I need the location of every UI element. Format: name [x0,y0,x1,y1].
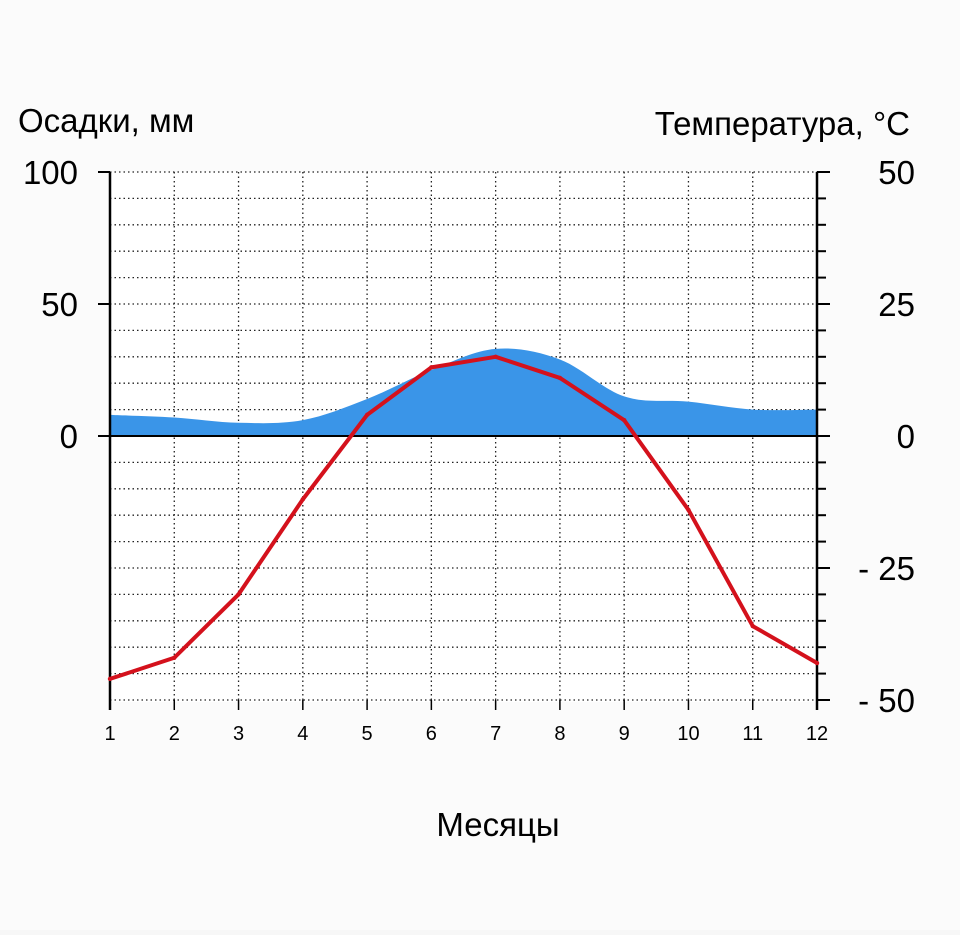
right-tick-label: 25 [878,286,915,323]
temperature-point [493,354,498,359]
x-tick-label: 5 [362,723,373,745]
temperature-point [364,412,370,418]
x-tick-label: 4 [297,723,308,745]
x-tick-label: 1 [104,723,115,745]
temperature-point [429,365,434,370]
precipitation-area [110,348,817,436]
x-tick-label: 2 [169,723,180,745]
temperature-point [814,660,820,666]
left-tick-label: 100 [23,154,78,191]
right-tick-label: 50 [878,154,915,191]
x-tick-label: 8 [554,723,565,745]
temperature-line-layer [107,354,820,682]
temperature-point [621,417,627,423]
x-tick-label: 3 [233,723,244,745]
temperature-point [300,497,306,502]
x-tick-label: 12 [806,723,828,745]
temperature-point [750,623,755,629]
x-tick-label: 7 [490,723,501,745]
right-tick-label: 0 [897,418,915,455]
x-tick-label: 10 [677,723,699,745]
right-axis-title: Температура, °C [655,105,910,142]
grid-lines [110,171,818,701]
left-tick-label: 0 [60,418,78,455]
x-tick-label: 6 [426,723,437,745]
temperature-point [557,375,563,381]
temperature-point [172,655,177,660]
precipitation-area-layer [110,348,817,436]
x-tick-label: 9 [619,723,630,745]
right-tick-label: - 25 [858,550,915,587]
temperature-point [686,507,691,513]
temperature-point [236,592,241,597]
left-axis-title: Осадки, мм [18,102,194,139]
axes-layer [98,171,830,710]
right-tick-label: - 50 [858,682,915,719]
x-tick-label: 11 [742,723,763,745]
temperature-point [107,676,113,682]
temperature-line [108,354,819,681]
x-axis-title: Месяцы [436,806,559,843]
left-tick-label: 50 [41,286,78,323]
